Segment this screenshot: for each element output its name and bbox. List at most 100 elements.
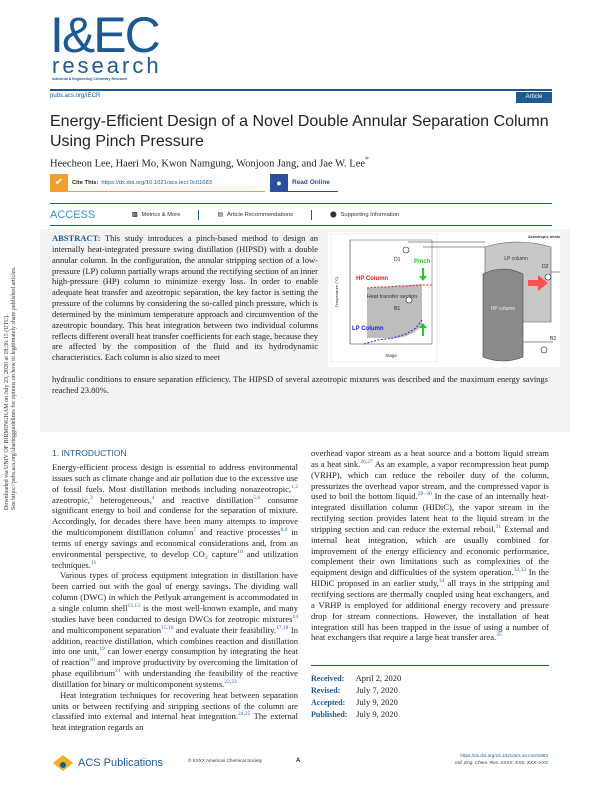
valve-b2 [540,346,548,354]
bar-chart-icon: ▥ [132,211,138,218]
page-number: A [296,758,301,764]
reference-link[interactable]: 15,16 [161,624,174,631]
paragraph: Heat integration techniques for recoveri… [52,689,298,733]
sharing-guidelines-link[interactable]: See https://pubs.acs.org/sharingguidelin… [11,266,17,510]
reference-link[interactable]: 21 [115,668,121,675]
reference-link[interactable]: 14 [292,613,299,620]
figure-label-b2: B2 [550,336,556,342]
figure-label-hp-vessel: HP column [491,306,516,312]
journal-url-link[interactable]: pubs.acs.org/IECR [50,93,101,99]
date-value: July 9, 2020 [354,708,398,719]
supporting-info-button[interactable]: ⬤ Supporting Information [330,212,399,218]
figure-label-pinch: Pinch [414,259,431,265]
corresponding-author-mark[interactable]: * [365,155,370,164]
acs-hexagon-icon [53,755,73,771]
paragraph: Energy-efficient process design is essen… [52,462,299,570]
valve-b1 [405,296,413,304]
reference-link[interactable]: 10 [237,548,243,555]
reference-link[interactable]: 28−30 [417,491,432,498]
acs-publications-logo: ACS Publications [52,754,163,772]
footer-doi-link[interactable]: https://dx.doi.org/10.1021/acs.iecr.0c01… [460,753,548,758]
reference-link[interactable]: 4 [151,494,155,501]
reference-link[interactable]: 31 [495,524,502,531]
pinch-arrow-down [419,268,427,281]
authors-text: Heecheon Lee, Haeri Mo, Kwon Namgung, Wo… [50,158,366,170]
paragraph: overhead vapor stream as a heat source a… [311,448,549,643]
date-value: April 2, 2020 [354,673,402,683]
abstract-body: This study introduces a pinch-based meth… [52,233,318,363]
checkmark-icon: ✔ [50,173,68,192]
header-rule [50,89,552,91]
figure-label-heat-transfer: Heat transfer section [367,294,418,300]
reference-link[interactable]: 24,25 [238,711,251,718]
cite-label: Cite This: [72,179,99,186]
reference-link[interactable]: 11 [90,559,97,566]
reference-link[interactable]: 26,27 [360,458,373,465]
access-label: ACCESS [50,208,96,221]
date-label: Revised: [311,685,341,695]
lp-column-series [363,319,423,345]
journal-logo-fullname: Industrial & Engineering Chemistry Resea… [52,77,128,81]
section-heading-introduction: 1. INTRODUCTION [52,448,127,458]
supporting-info-icon: ⬤ [330,211,337,218]
author-list: Heecheon Lee, Haeri Mo, Kwon Namgung, Wo… [50,155,369,170]
figure-label-feed: Azeotropic mixture [528,234,560,239]
reference-link[interactable]: 7 [193,527,197,534]
cite-this-box: ✔ Cite This: https://dx.doi.org/10.1021/… [50,173,265,192]
figure-label-lp-column: LP Column [352,326,384,332]
footer-citation: Ind. Eng. Chem. Res. XXXX, XXX, XXX−XXX [455,760,548,765]
recommendations-button[interactable]: ▤ Article Recommendations [217,212,293,218]
date-label: Accepted: [311,697,346,707]
heat-arrow [528,275,548,291]
reference-link[interactable]: 8,9 [280,527,288,534]
journal-logo: I&EC [50,7,161,63]
date-row: Revised: July 7, 2020 [311,685,401,697]
divider [311,209,313,220]
doi-link[interactable]: https://dx.doi.org/10.1021/acs.iecr.0c01… [101,179,212,186]
intro-right-column: overhead vapor stream as a heat source a… [311,448,549,643]
dates-rule [311,665,549,666]
journal-logo-sub: research [52,53,162,78]
access-bar: ACCESS ▥ Metrics & More ▤ Article Recommen… [50,203,552,226]
reference-link[interactable]: 12,13 [127,603,140,610]
hp-column-series [366,284,432,289]
reference-link[interactable]: 34 [438,578,445,585]
supporting-label: Supporting Information [340,211,400,218]
reference-link[interactable]: 17,18 [276,624,289,631]
publication-dates: Received: April 2, 2020 Revised: July 7, … [311,673,401,721]
figure-label-y-label: Temperature (°C) [334,276,339,307]
read-online-label: Read Online [292,179,330,186]
metrics-label: Metrics & More [141,211,181,218]
reference-link[interactable]: 1,2 [291,483,298,490]
download-notice: Downloaded via UNIV OF BIRMINGHAM on Jul… [4,266,17,510]
reference-link[interactable]: 20 [89,657,95,664]
footer-doi: https://dx.doi.org/10.1021/acs.iecr.0c01… [350,752,548,766]
figure-label-b1: B1 [394,306,400,312]
pinch-arrow-up [419,323,427,336]
article-type-badge: Article [516,92,552,103]
hp-vessel [482,268,524,362]
reference-link[interactable]: 3 [89,494,93,501]
date-value: July 9, 2020 [354,696,398,707]
date-value: July 7, 2020 [354,684,398,695]
date-label: Published: [311,709,348,719]
figure-label-lp-vessel: LP column [504,256,528,262]
copyright: © XXXX American Chemical Society [188,758,263,763]
reference-link[interactable]: 35 [496,632,502,639]
read-online-button[interactable]: ● Read Online [270,173,338,192]
recommendations-label: Article Recommendations [226,211,294,218]
figure-label-hp-column: HP Column [356,276,389,282]
date-row: Published: July 9, 2020 [311,709,401,721]
globe-icon: ● [270,173,288,192]
figure-label-d2: D2 [542,264,549,270]
article-icon: ▤ [217,211,223,218]
reference-link[interactable]: 19 [99,646,105,653]
reference-link[interactable]: 22,23 [224,679,237,686]
toc-graphic: Pinch HP Column LP Column Heat transfer … [328,232,568,367]
abstract-label: ABSTRACT: [52,233,101,243]
reference-link[interactable]: 5,6 [253,494,261,501]
article-title: Energy-Efficient Design of a Novel Doubl… [50,113,549,150]
metrics-button[interactable]: ▥ Metrics & More [132,212,180,218]
publisher-name: ACS Publications [78,757,163,769]
reference-link[interactable]: 32,33 [513,567,527,574]
